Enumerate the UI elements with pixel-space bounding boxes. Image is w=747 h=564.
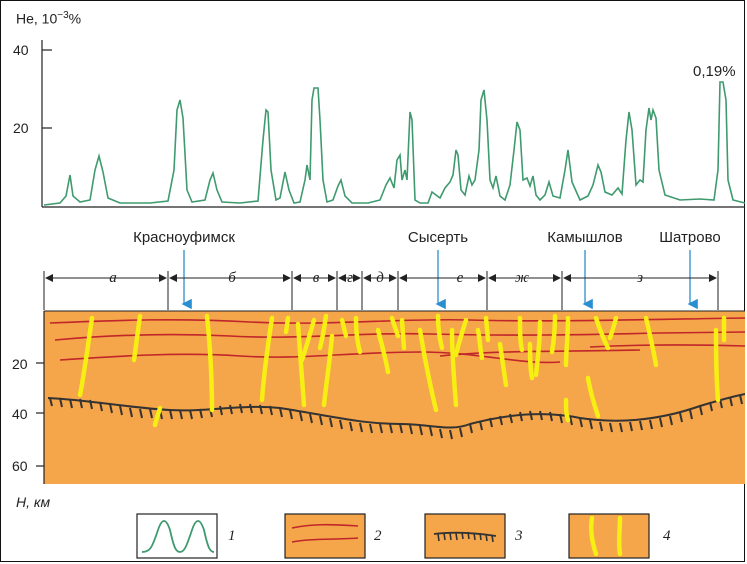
crust-section [44, 311, 745, 484]
city-label-sysert: Сысерть [407, 229, 469, 246]
legend-item-3 [424, 513, 506, 559]
peak-note: 0,19% [693, 63, 736, 80]
legend-number-3: 3 [515, 528, 523, 544]
depth-tick-40: 40 [12, 406, 28, 422]
helium-axis-label: He, 10−3% [16, 10, 82, 27]
legend-number-2: 2 [374, 528, 382, 544]
city-arrows [181, 250, 698, 310]
helium-curve [43, 81, 746, 206]
helium-axis [41, 40, 745, 208]
helium-tick-20: 20 [13, 120, 29, 136]
city-label-shatrovo: Шатрово [659, 229, 721, 246]
legend-item-2 [284, 513, 366, 559]
depth-axis-label: H, км [16, 494, 51, 510]
helium-peaks-icon [141, 520, 215, 553]
legend-item-1 [136, 513, 218, 559]
city-label-kamyshlov: Камышлов [547, 229, 623, 246]
segment-scale [43, 271, 719, 310]
legend-item-4 [568, 513, 650, 559]
moho-hatches [49, 394, 743, 440]
fault-zones [77, 313, 727, 428]
helium-tick-40: 40 [13, 42, 29, 58]
legend-number-1: 1 [228, 528, 236, 544]
depth-axis [36, 311, 45, 484]
legend [136, 513, 650, 559]
city-label-krasnoufimsk: Красноуфимск [133, 229, 235, 246]
depth-tick-20: 20 [12, 356, 28, 372]
depth-tick-60: 60 [12, 458, 28, 474]
legend-number-4: 4 [663, 528, 671, 544]
